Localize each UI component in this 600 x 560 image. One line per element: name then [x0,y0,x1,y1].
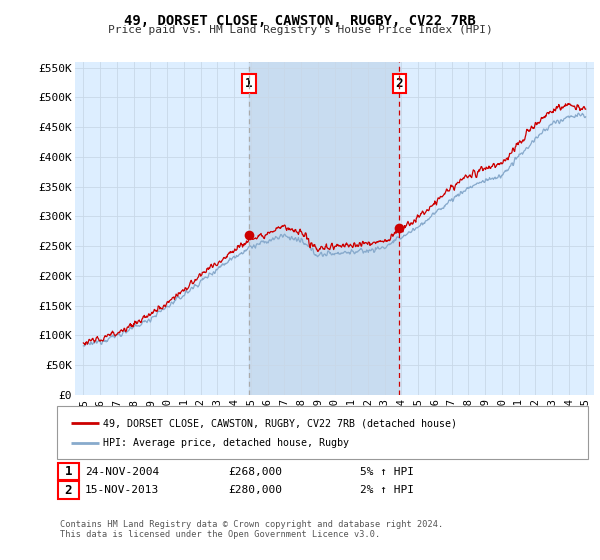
Text: 49, DORSET CLOSE, CAWSTON, RUGBY, CV22 7RB (detached house): 49, DORSET CLOSE, CAWSTON, RUGBY, CV22 7… [103,418,457,428]
Text: 2: 2 [65,483,72,497]
Text: 2: 2 [396,77,403,90]
Bar [249,62,400,395]
Text: 5% ↑ HPI: 5% ↑ HPI [360,466,414,477]
Text: 15-NOV-2013: 15-NOV-2013 [85,485,160,495]
Text: 49, DORSET CLOSE, CAWSTON, RUGBY, CV22 7RB: 49, DORSET CLOSE, CAWSTON, RUGBY, CV22 7… [124,14,476,28]
Text: £280,000: £280,000 [228,485,282,495]
Text: 24-NOV-2004: 24-NOV-2004 [85,466,160,477]
Text: £268,000: £268,000 [228,466,282,477]
Text: HPI: Average price, detached house, Rugby: HPI: Average price, detached house, Rugb… [103,438,349,448]
Text: 1: 1 [65,465,72,478]
Text: 1: 1 [245,77,253,90]
Text: Contains HM Land Registry data © Crown copyright and database right 2024.
This d: Contains HM Land Registry data © Crown c… [60,520,443,539]
Text: 2% ↑ HPI: 2% ↑ HPI [360,485,414,495]
Text: Price paid vs. HM Land Registry's House Price Index (HPI): Price paid vs. HM Land Registry's House … [107,25,493,35]
